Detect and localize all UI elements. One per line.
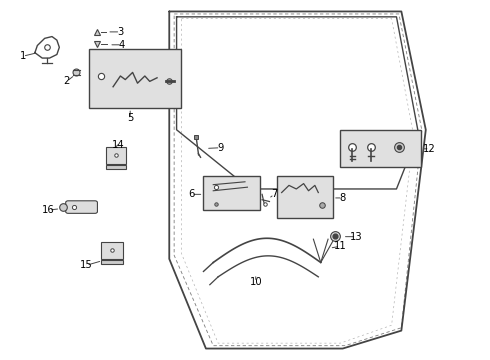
- Text: 16: 16: [42, 205, 55, 215]
- Bar: [106, 147, 126, 164]
- Text: 14: 14: [112, 140, 124, 150]
- Bar: [203, 176, 260, 211]
- Text: 6: 6: [188, 189, 195, 199]
- Bar: [277, 176, 333, 218]
- Text: 12: 12: [423, 144, 436, 154]
- Text: 10: 10: [249, 277, 262, 287]
- FancyBboxPatch shape: [66, 201, 98, 213]
- Text: 4: 4: [119, 40, 125, 50]
- Bar: [101, 242, 123, 259]
- Bar: [340, 130, 421, 167]
- Text: 13: 13: [350, 232, 363, 242]
- Text: 1: 1: [20, 51, 26, 61]
- Text: 7: 7: [271, 189, 277, 199]
- Bar: [106, 165, 126, 169]
- Text: 5: 5: [127, 113, 133, 123]
- Text: 15: 15: [80, 260, 93, 270]
- Text: 9: 9: [218, 143, 224, 153]
- Text: 11: 11: [334, 241, 346, 251]
- Text: 3: 3: [117, 27, 123, 37]
- Text: 2: 2: [64, 76, 70, 86]
- Text: 8: 8: [340, 193, 346, 203]
- Bar: [89, 49, 181, 108]
- Bar: [101, 260, 123, 264]
